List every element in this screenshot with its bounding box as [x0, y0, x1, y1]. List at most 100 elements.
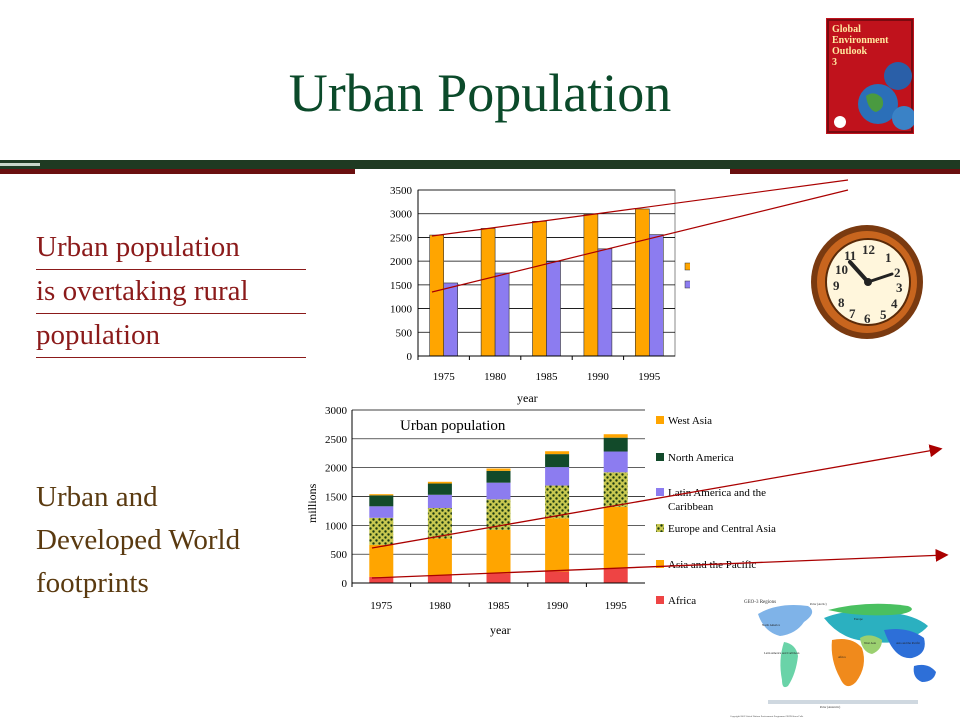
- bar-segment: [545, 485, 570, 519]
- y-tick-label: 0: [407, 351, 413, 363]
- legend-swatch: [656, 596, 664, 604]
- svg-text:8: 8: [838, 295, 845, 310]
- rural-trend-arrow: [431, 179, 849, 237]
- map-label: Polar (Arctic): [810, 602, 827, 606]
- y-tick-label: 0: [342, 578, 348, 590]
- footprints-text: Urban and Developed World footprints: [36, 476, 326, 605]
- legend-label: Europe and Central Asia: [668, 523, 776, 535]
- chart-bars: [429, 208, 664, 357]
- y-tick-label: 3000: [325, 405, 348, 417]
- bar-segment: [427, 508, 452, 539]
- bar-segment: [545, 467, 570, 486]
- legend-swatch: [656, 560, 664, 568]
- x-tick-label: 1975: [370, 600, 393, 612]
- y-tick-label: 2000: [325, 463, 348, 475]
- x-tick-label: 1980: [484, 371, 507, 383]
- legend-label: Africa: [668, 595, 696, 607]
- legend-swatch: [656, 488, 664, 496]
- chart-axes: [351, 410, 645, 587]
- chart-title: Urban population: [400, 418, 506, 434]
- x-tick-label: 1990: [546, 600, 569, 612]
- y-tick-label: 2000: [390, 256, 413, 268]
- svg-text:12: 12: [862, 242, 875, 257]
- y-tick-label: 500: [331, 549, 348, 561]
- bar-segment: [545, 571, 570, 583]
- bar-segment: [486, 470, 511, 483]
- africa-trend-arrow: [371, 548, 949, 579]
- bar-segment: [369, 506, 394, 518]
- x-tick-label: 1975: [433, 371, 456, 383]
- slide-title: Urban Population: [288, 63, 672, 123]
- map-label: Latin America and Caribbean: [764, 651, 800, 655]
- legend-label: West Asia: [668, 415, 712, 427]
- book-title-line: 3: [832, 57, 837, 68]
- legend-swatch: [684, 280, 690, 289]
- map-label: Africa: [838, 655, 846, 659]
- x-axis-label: year: [517, 391, 538, 405]
- bar-segment: [427, 575, 452, 583]
- text-line: is overtaking rural: [36, 270, 306, 314]
- map-title: GEO-3 Regions: [744, 600, 776, 605]
- y-tick-label: 2500: [325, 434, 348, 446]
- svg-text:5: 5: [880, 307, 887, 322]
- book-title-line: Global: [832, 24, 861, 35]
- bar-segment: [603, 472, 628, 507]
- bar-segment: [603, 506, 628, 569]
- x-tick-label: 1980: [429, 600, 452, 612]
- legend-label: Caribbean: [668, 501, 714, 513]
- text-line: population: [36, 314, 306, 358]
- chart-legend: RuralUrban: [677, 250, 690, 298]
- bar-segment: [486, 482, 511, 500]
- map-footer: Copyright 2002 United Nations Environmen…: [730, 715, 803, 718]
- bar-segment: [369, 544, 394, 577]
- y-tick-label: 500: [396, 327, 413, 339]
- legend-swatch: [684, 262, 690, 271]
- bar-segment: [427, 538, 452, 576]
- x-axis-label: year: [490, 623, 511, 637]
- bar-segment: [486, 468, 511, 471]
- x-tick-label: 1995: [638, 371, 661, 383]
- bar-segment: [603, 568, 628, 583]
- legend-swatch: [656, 416, 664, 424]
- y-tick-label: 3000: [390, 209, 413, 221]
- legend-label: Latin America and the: [668, 487, 766, 499]
- svg-text:2: 2: [894, 265, 901, 280]
- svg-text:3: 3: [896, 280, 903, 295]
- bar-segment: [603, 434, 628, 438]
- map-label: West Asia: [864, 641, 877, 645]
- bar-segment: [545, 451, 570, 455]
- bar-segment: [486, 573, 511, 583]
- chart-bars: [369, 434, 628, 583]
- legend-swatch: [656, 453, 664, 461]
- bar-segment: [369, 517, 394, 545]
- bar-segment: [369, 576, 394, 583]
- bar-segment: [369, 494, 394, 496]
- text-line: Urban population: [36, 226, 306, 270]
- urban-regions-chart: 0 500 1000 1500 2000 2500 3000 1975 1980 1985 1990…: [305, 405, 776, 637]
- y-tick-label: 1500: [390, 280, 413, 292]
- geo3-regions-map: GEO-3 Regions Polar (Arctic) North Ameri…: [728, 596, 960, 720]
- bar-segment: [427, 481, 452, 484]
- bar-segment: [427, 494, 452, 509]
- text-line: Urban and: [36, 481, 158, 513]
- y-tick-label: 1000: [325, 520, 348, 532]
- y-axis-label: millions: [305, 483, 319, 523]
- svg-text:11: 11: [844, 248, 856, 263]
- title-divider: [0, 160, 960, 174]
- chart-axes: [417, 190, 675, 360]
- bar-segment: [545, 518, 570, 572]
- chart-legend: West Asia North America Latin America and …: [656, 415, 776, 607]
- geo3-book-cover: Global Environment Outlook 3: [826, 18, 914, 134]
- svg-text:7: 7: [849, 306, 856, 321]
- map-label: Polar (Antarctic): [820, 705, 840, 709]
- bar-segment: [369, 495, 394, 507]
- text-line: Developed World: [36, 524, 241, 556]
- book-title-line: Outlook: [832, 46, 867, 57]
- x-tick-label: 1985: [488, 600, 511, 612]
- svg-text:10: 10: [835, 262, 848, 277]
- map-label: Asia and the Pacific: [896, 641, 921, 645]
- svg-text:4: 4: [891, 296, 898, 311]
- map-label: North America: [762, 623, 781, 627]
- svg-text:1: 1: [885, 250, 892, 265]
